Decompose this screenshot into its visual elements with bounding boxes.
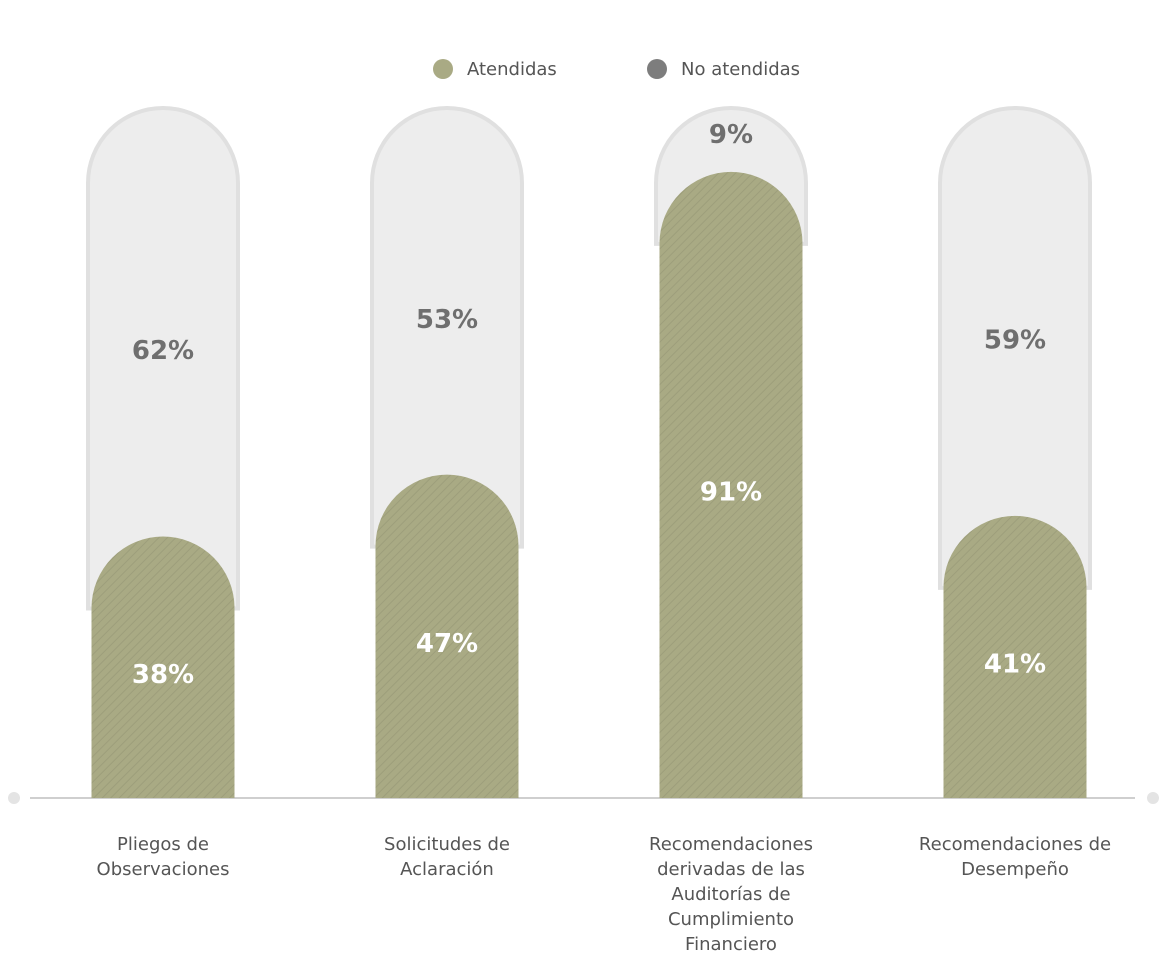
x-tick-label: Recomendaciones de Desempeño — [918, 834, 1112, 880]
value-label: 9% — [709, 120, 753, 150]
ornament — [1147, 792, 1159, 804]
value-label: 62% — [132, 336, 194, 366]
ornament — [8, 792, 20, 804]
bar-segment — [370, 106, 524, 549]
bar-segment — [938, 106, 1092, 590]
value-label: 47% — [416, 629, 478, 659]
x-tick-label: Recomendaciones derivadas de las Auditor… — [649, 834, 813, 955]
value-label: 41% — [984, 649, 1046, 679]
value-label: 38% — [132, 660, 194, 690]
value-label: 91% — [700, 477, 762, 507]
legend-label: No atendidas — [681, 59, 800, 80]
legend-label: Atendidas — [467, 59, 557, 80]
bar-hatch — [375, 474, 519, 798]
x-tick-label: Pliegos de Observaciones — [96, 834, 230, 880]
x-tick-label: Solicitudes de Aclaración — [384, 834, 510, 880]
bar-hatch — [91, 536, 235, 798]
legend-swatch — [433, 59, 453, 79]
legend-swatch — [647, 59, 667, 79]
bar-hatch — [659, 171, 803, 799]
bar-segment — [86, 106, 240, 611]
value-label: 59% — [984, 325, 1046, 355]
bar-hatch — [943, 515, 1087, 798]
value-label: 53% — [416, 305, 478, 335]
